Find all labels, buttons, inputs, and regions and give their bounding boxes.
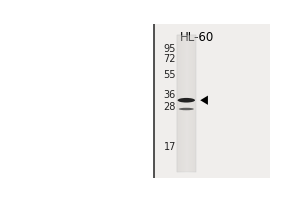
Bar <box>177 35 196 172</box>
Ellipse shape <box>178 98 195 103</box>
Text: 72: 72 <box>163 54 176 64</box>
Text: 36: 36 <box>164 90 176 100</box>
Bar <box>154 24 270 178</box>
Text: 28: 28 <box>164 102 176 112</box>
Ellipse shape <box>179 108 194 110</box>
Text: 17: 17 <box>164 142 176 152</box>
Polygon shape <box>200 96 208 105</box>
Text: 55: 55 <box>163 70 176 80</box>
Text: HL-60: HL-60 <box>180 31 214 44</box>
Text: 95: 95 <box>164 44 176 54</box>
